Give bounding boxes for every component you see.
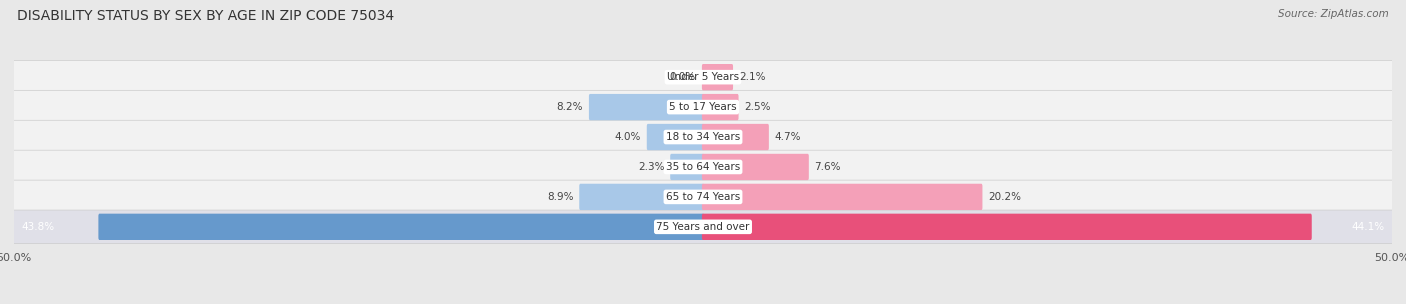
FancyBboxPatch shape bbox=[702, 64, 733, 90]
FancyBboxPatch shape bbox=[13, 180, 1393, 214]
FancyBboxPatch shape bbox=[13, 120, 1393, 154]
Text: 4.0%: 4.0% bbox=[614, 132, 641, 142]
FancyBboxPatch shape bbox=[702, 214, 1312, 240]
Text: Source: ZipAtlas.com: Source: ZipAtlas.com bbox=[1278, 9, 1389, 19]
FancyBboxPatch shape bbox=[671, 154, 704, 180]
Text: 2.3%: 2.3% bbox=[638, 162, 665, 172]
FancyBboxPatch shape bbox=[13, 210, 1393, 244]
Text: 65 to 74 Years: 65 to 74 Years bbox=[666, 192, 740, 202]
FancyBboxPatch shape bbox=[13, 90, 1393, 124]
Text: 5 to 17 Years: 5 to 17 Years bbox=[669, 102, 737, 112]
FancyBboxPatch shape bbox=[13, 60, 1393, 94]
FancyBboxPatch shape bbox=[98, 214, 704, 240]
Text: 18 to 34 Years: 18 to 34 Years bbox=[666, 132, 740, 142]
Text: Under 5 Years: Under 5 Years bbox=[666, 72, 740, 82]
Text: 43.8%: 43.8% bbox=[21, 222, 53, 232]
Text: 2.5%: 2.5% bbox=[744, 102, 770, 112]
FancyBboxPatch shape bbox=[702, 124, 769, 150]
FancyBboxPatch shape bbox=[579, 184, 704, 210]
Text: 35 to 64 Years: 35 to 64 Years bbox=[666, 162, 740, 172]
FancyBboxPatch shape bbox=[702, 184, 983, 210]
Text: 44.1%: 44.1% bbox=[1353, 222, 1385, 232]
Text: DISABILITY STATUS BY SEX BY AGE IN ZIP CODE 75034: DISABILITY STATUS BY SEX BY AGE IN ZIP C… bbox=[17, 9, 394, 23]
FancyBboxPatch shape bbox=[13, 150, 1393, 184]
FancyBboxPatch shape bbox=[702, 94, 738, 120]
Text: 0.0%: 0.0% bbox=[669, 72, 696, 82]
FancyBboxPatch shape bbox=[589, 94, 704, 120]
Text: 20.2%: 20.2% bbox=[988, 192, 1021, 202]
Text: 75 Years and over: 75 Years and over bbox=[657, 222, 749, 232]
Text: 8.2%: 8.2% bbox=[557, 102, 583, 112]
Text: 7.6%: 7.6% bbox=[814, 162, 841, 172]
Text: 4.7%: 4.7% bbox=[775, 132, 801, 142]
Text: 8.9%: 8.9% bbox=[547, 192, 574, 202]
FancyBboxPatch shape bbox=[647, 124, 704, 150]
Text: 2.1%: 2.1% bbox=[738, 72, 765, 82]
FancyBboxPatch shape bbox=[702, 154, 808, 180]
